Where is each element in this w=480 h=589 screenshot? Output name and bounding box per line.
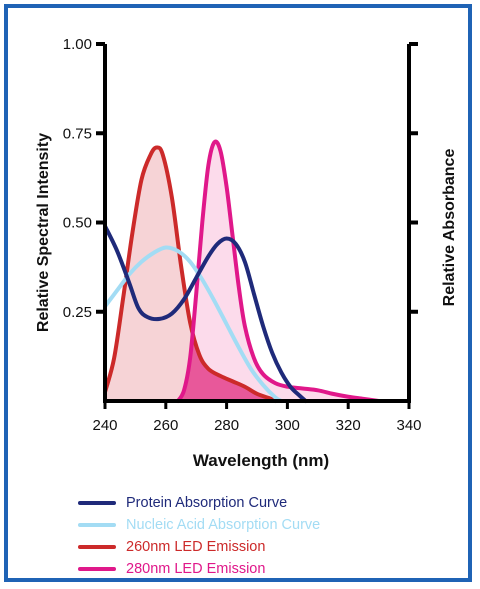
line-protein-absorption (103, 224, 308, 403)
line-nucleic-acid-absorption (103, 245, 284, 403)
line-280nm-led-emission (175, 139, 381, 403)
legend-swatch-nucleic (78, 523, 116, 527)
legend-swatch-280nm (78, 567, 116, 571)
x-tick-label: 280 (214, 417, 239, 434)
line-260nm-led-emission (103, 145, 278, 403)
legend-item-260nm: 260nm LED Emission (78, 536, 458, 558)
y-axis-title: Relative Spectral Intensity (35, 133, 52, 332)
y2-axis-title: Relative Absorbance (441, 149, 458, 307)
legend-label-protein: Protein Absorption Curve (126, 495, 288, 511)
legend-swatch-260nm (78, 545, 116, 549)
legend: Protein Absorption Curve Nucleic Acid Ab… (78, 492, 458, 580)
y-tick-label: 0.75 (63, 125, 92, 142)
legend-item-280nm: 280nm LED Emission (78, 558, 458, 580)
x-tick-label: 240 (92, 417, 117, 434)
y-tick-label: 1.00 (63, 36, 92, 53)
x-tick-label: 300 (275, 417, 300, 434)
spectral-chart: 0.25 0.50 0.75 1.00 240 260 280 300 320 340 Wavel… (35, 36, 458, 470)
series-lines (103, 139, 381, 403)
legend-item-nucleic: Nucleic Acid Absorption Curve (78, 514, 458, 536)
legend-swatch-protein (78, 501, 116, 505)
x-tick-label: 340 (396, 417, 421, 434)
legend-label-nucleic: Nucleic Acid Absorption Curve (126, 517, 321, 533)
x-tick-label: 260 (153, 417, 178, 434)
x-axis-title: Wavelength (nm) (193, 451, 329, 470)
area-260nm-led-emission (105, 147, 276, 401)
y-tick-label: 0.25 (63, 304, 92, 321)
legend-label-260nm: 260nm LED Emission (126, 539, 266, 555)
y-tick-label: 0.50 (63, 215, 92, 232)
emission-fills (105, 141, 379, 402)
figure-frame: 0.25 0.50 0.75 1.00 240 260 280 300 320 340 Wavel… (4, 4, 472, 582)
legend-label-280nm: 280nm LED Emission (126, 561, 266, 577)
axes (96, 42, 418, 409)
tick-labels: 0.25 0.50 0.75 1.00 240 260 280 300 320 340 (63, 36, 422, 434)
x-tick-label: 320 (336, 417, 361, 434)
legend-item-protein: Protein Absorption Curve (78, 492, 458, 514)
